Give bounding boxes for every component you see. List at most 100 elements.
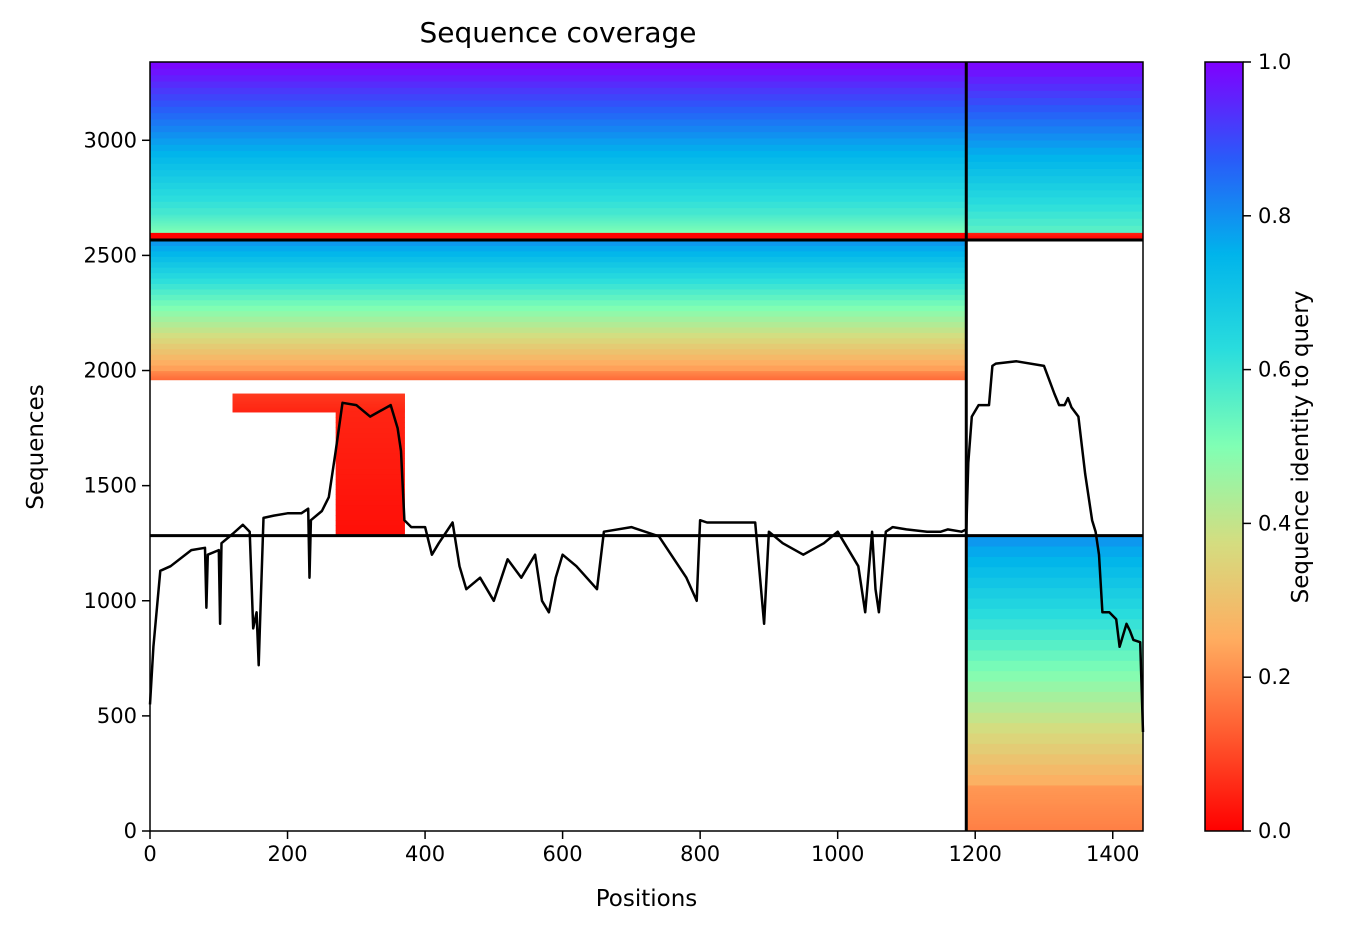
coverage-band: [150, 359, 967, 366]
coverage-band: [150, 169, 967, 177]
coverage-band: [232, 402, 405, 405]
coverage-band: [966, 743, 1144, 755]
coverage-band: [150, 272, 967, 279]
coverage-band: [966, 577, 1144, 589]
coverage-band: [150, 332, 967, 339]
coverage-band: [966, 97, 1144, 106]
coverage-band: [335, 504, 405, 511]
coverage-band: [335, 453, 405, 459]
coverage-band: [150, 118, 967, 126]
coverage-band: [150, 365, 967, 372]
y-tick-label: 2000: [84, 359, 137, 383]
y-tick-label: 0: [124, 819, 137, 843]
coverage-band: [150, 125, 967, 133]
coverage-band: [966, 794, 1144, 797]
coverage-band: [232, 394, 405, 396]
coverage-band: [335, 437, 405, 444]
coverage-band: [966, 147, 1144, 155]
coverage-band: [966, 161, 1144, 169]
coverage-band: [150, 245, 967, 252]
coverage-line: [148, 401, 967, 705]
colorbar-tick-label: 0.2: [1258, 665, 1291, 689]
coverage-band: [232, 404, 405, 406]
coverage-band: [150, 80, 967, 88]
coverage-band: [150, 354, 967, 361]
coverage-band: [150, 327, 967, 333]
coverage-band: [150, 223, 967, 226]
coverage-band: [150, 343, 967, 350]
coverage-band: [335, 509, 405, 516]
coverage-band: [232, 401, 405, 403]
coverage-band: [150, 321, 967, 328]
coverage-line-chain2: [965, 360, 1145, 733]
coverage-band: [335, 489, 405, 495]
coverage-band: [966, 825, 1144, 828]
coverage-band: [150, 305, 967, 312]
coverage-band: [150, 310, 967, 317]
coverage-band: [150, 223, 967, 225]
y-axis-ticks: 0 500 1000 1500 2000 2500 3000: [84, 128, 150, 843]
coverage-band: [966, 792, 1144, 796]
coverage-band: [232, 393, 405, 395]
coverage-band: [150, 226, 967, 228]
coverage-band: [150, 299, 967, 306]
coverage-band: [966, 804, 1144, 807]
coverage-band: [335, 473, 405, 480]
coverage-band: [150, 163, 967, 171]
x-tick-label: 1000: [811, 842, 864, 866]
y-tick-label: 1500: [84, 474, 137, 498]
coverage-band: [966, 104, 1144, 113]
coverage-band: [150, 230, 967, 233]
coverage-band: [335, 530, 405, 537]
coverage-band: [966, 784, 1144, 788]
coverage-band: [150, 217, 967, 219]
coverage-band: [335, 484, 405, 490]
coverage-band: [232, 410, 405, 412]
coverage-band: [966, 800, 1144, 803]
coverage-band: [966, 168, 1144, 177]
plot-border: [149, 61, 1144, 832]
coverage-band: [232, 405, 405, 408]
coverage-band: [966, 649, 1144, 661]
x-tick-label: 0: [143, 842, 156, 866]
coverage-band: [150, 294, 967, 301]
plot-frame: [149, 61, 1144, 832]
coverage-band: [150, 99, 967, 107]
coverage-band: [150, 182, 967, 190]
coverage-band: [150, 228, 967, 230]
coverage-band: [966, 813, 1144, 817]
coverage-band: [150, 261, 967, 268]
coverage-band: [150, 188, 967, 196]
coverage-band: [232, 398, 405, 400]
coverage-band: [966, 753, 1144, 765]
coverage-band: [966, 535, 1144, 547]
coverage-band: [232, 408, 405, 411]
coverage-band: [150, 220, 967, 222]
coverage-band: [150, 227, 967, 229]
coverage-band: [232, 406, 405, 408]
coverage-band: [150, 239, 967, 246]
coverage-band: [150, 93, 967, 101]
x-tick-label: 200: [267, 842, 307, 866]
x-tick-label: 1400: [1086, 842, 1139, 866]
coverage-band: [335, 448, 405, 454]
coverage-band: [966, 618, 1144, 630]
coverage-band: [966, 701, 1144, 713]
coverage-band: [150, 316, 967, 323]
coverage-band: [150, 62, 967, 69]
coverage-band: [966, 140, 1144, 148]
coverage-band: [966, 827, 1144, 830]
coverage-band: [335, 520, 405, 526]
x-tick-label: 1200: [948, 842, 1001, 866]
coverage-band: [966, 132, 1144, 141]
coverage-band: [335, 422, 405, 428]
coverage-band: [150, 267, 967, 274]
coverage-band: [150, 288, 967, 295]
coverage-band: [966, 556, 1144, 568]
coverage-band: [232, 398, 405, 401]
coverage-band: [150, 283, 967, 290]
coverage-band: [966, 90, 1144, 98]
coverage-band: [966, 660, 1144, 672]
coverage-band: [966, 691, 1144, 703]
